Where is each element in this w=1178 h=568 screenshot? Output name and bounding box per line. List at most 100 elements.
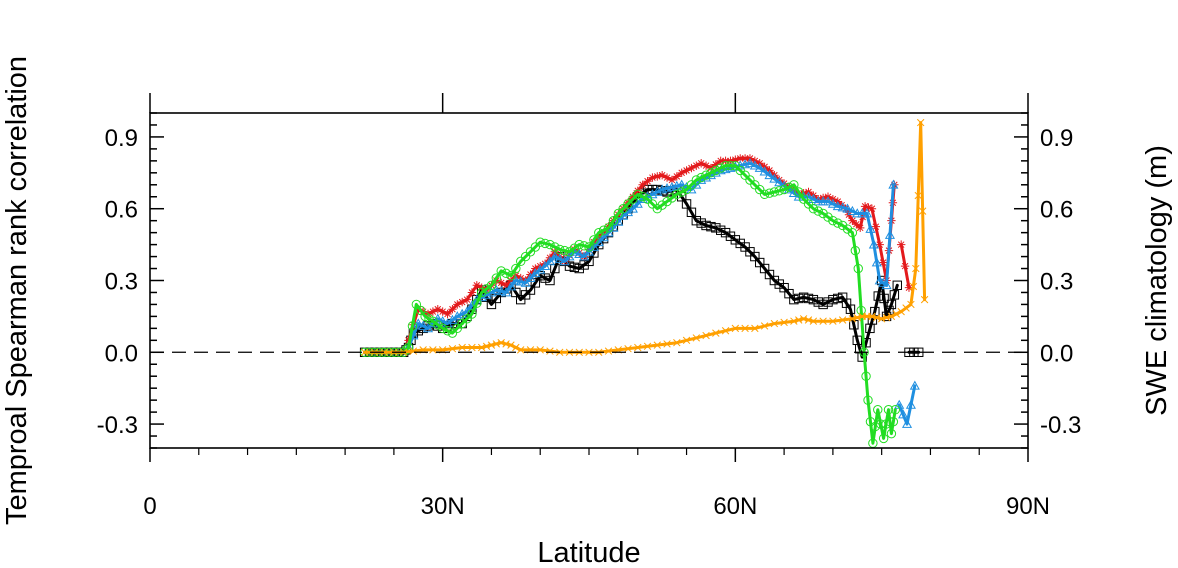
data-point-triangle (788, 187, 799, 198)
left-axis: -0.3 0.0 0.3 0.6 0.9 (97, 112, 164, 449)
data-point-x (897, 307, 905, 316)
series-2 (404, 154, 914, 345)
data-point-circle (428, 316, 438, 326)
data-point-triangle (544, 256, 556, 266)
data-point-square (889, 290, 900, 300)
data-point-star (638, 180, 647, 189)
data-point-circle (720, 160, 731, 171)
data-point-triangle (686, 184, 697, 194)
data-point-triangle (452, 311, 463, 321)
data-point-x (853, 313, 861, 322)
data-point-x (916, 118, 925, 127)
data-point-square (774, 279, 784, 289)
plot-frame (149, 112, 1029, 449)
data-point-triangle (759, 166, 770, 176)
data-point-star (448, 305, 457, 314)
data-point-star (696, 159, 706, 168)
data-point-triangle (827, 198, 838, 208)
data-point-circle (486, 280, 497, 290)
data-point-star (848, 216, 857, 225)
data-point-star (775, 175, 784, 185)
data-point-circle (407, 321, 418, 331)
data-point-square (696, 218, 706, 228)
data-point-circle (863, 395, 873, 405)
data-point-circle (755, 184, 765, 195)
data-point-circle (759, 189, 770, 200)
data-point-square (798, 292, 809, 302)
data-point-x (819, 317, 827, 325)
data-point-star (433, 305, 442, 314)
data-point-square (574, 263, 584, 274)
data-point-x (751, 324, 759, 333)
data-point-triangle (540, 260, 551, 271)
data-point-triangle (769, 173, 780, 183)
data-point-circle (569, 243, 580, 253)
data-point-star (657, 171, 667, 180)
data-point-circle (769, 187, 780, 197)
data-point-square (813, 297, 823, 307)
x-tick-label: 90N (1006, 493, 1050, 520)
data-point-circle (496, 266, 506, 276)
data-point-square (789, 294, 799, 305)
data-point-circle (411, 299, 422, 310)
data-point-x (546, 347, 554, 355)
data-point-square (764, 269, 775, 280)
x-axis-title: Latitude (537, 537, 640, 568)
left-y-tick-label: -0.3 (97, 412, 138, 439)
data-point-square (769, 275, 780, 286)
left-y-tick-label: 0.9 (105, 125, 138, 152)
data-point-circle (535, 237, 545, 247)
data-point-x (409, 347, 418, 355)
data-point-circle (691, 175, 702, 185)
data-point-circle (716, 163, 726, 173)
data-point-star (457, 297, 467, 307)
data-point-x (692, 334, 701, 342)
data-point-x (360, 348, 369, 356)
data-point-triangle (857, 208, 868, 218)
data-point-star (648, 173, 657, 182)
data-point-x (907, 300, 915, 309)
data-point-triangle (865, 223, 876, 233)
data-point-square (564, 261, 575, 271)
data-point-star (692, 161, 701, 170)
data-point-triangle (842, 203, 853, 213)
data-point-x (458, 343, 466, 352)
data-point-triangle (627, 203, 638, 213)
data-point-circle (847, 227, 858, 238)
data-point-star (740, 154, 750, 163)
data-point-circle (652, 204, 662, 214)
data-point-square (759, 263, 770, 274)
data-point-circle (706, 168, 716, 178)
data-point-circle (633, 189, 643, 200)
data-point-star (814, 194, 823, 204)
data-point-square (720, 227, 731, 238)
data-point-circle (779, 184, 789, 195)
data-point-square (681, 199, 692, 209)
right-axis: -0.3 0.0 0.3 0.6 0.9 (1014, 112, 1081, 449)
data-point-star (878, 258, 888, 267)
data-point-star (506, 276, 516, 285)
data-point-x (838, 316, 847, 324)
data-point-square (808, 294, 819, 305)
data-point-square (491, 293, 502, 304)
data-point-square (511, 287, 521, 298)
left-y-tick-label: 0.3 (105, 269, 138, 296)
data-point-star (584, 245, 594, 254)
data-point-square (892, 280, 902, 290)
data-point-triangle (501, 287, 512, 297)
data-point-circle (828, 215, 838, 226)
series-1 (359, 184, 924, 362)
data-point-star (643, 176, 652, 186)
data-point-star (896, 240, 906, 249)
data-point-triangle (808, 193, 819, 204)
data-point-star (672, 172, 681, 181)
data-point-circle (861, 371, 871, 381)
data-point-square (794, 293, 804, 304)
data-point-star (726, 156, 735, 166)
data-point-x (809, 317, 818, 325)
data-point-star (706, 163, 716, 173)
data-point-square (686, 207, 697, 218)
data-point-x (882, 313, 891, 322)
data-point-circle (750, 180, 760, 190)
data-point-circle (574, 239, 584, 250)
